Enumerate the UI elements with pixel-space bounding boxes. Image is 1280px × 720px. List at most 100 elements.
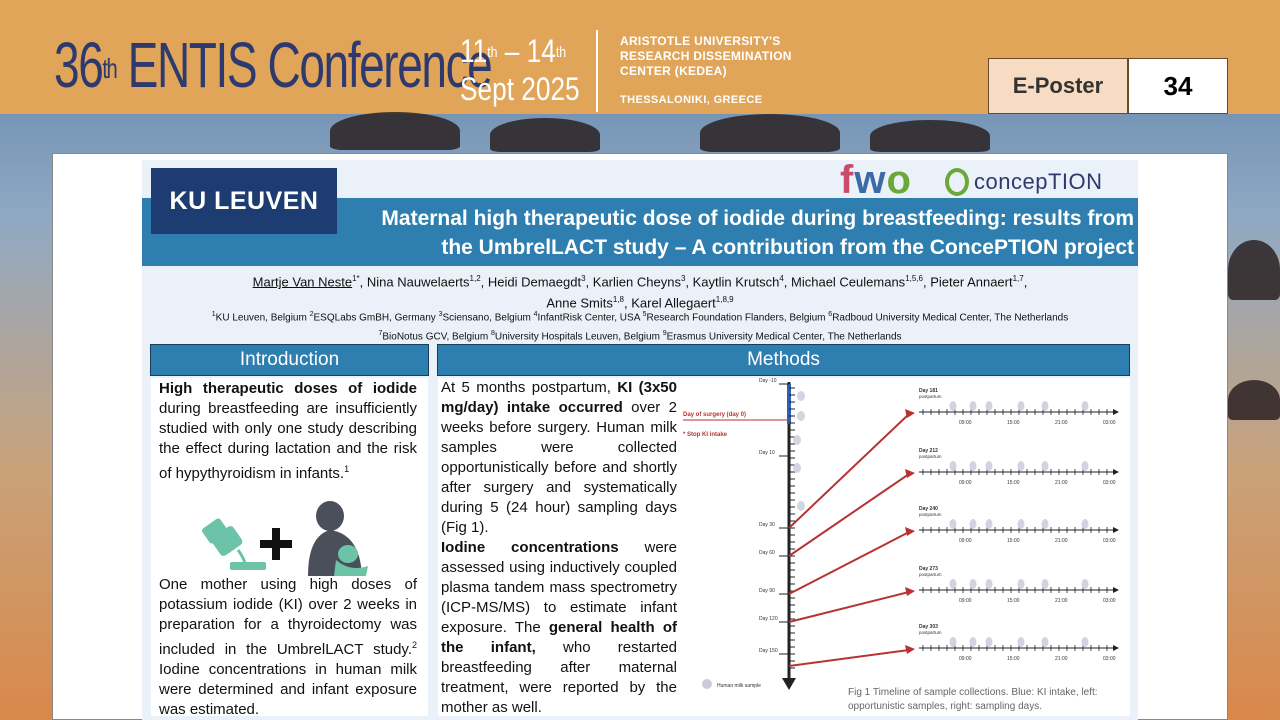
affiliation: Research Foundation Flanders, Belgium — [646, 312, 826, 324]
sampling-day-sub: postpartum — [919, 512, 942, 517]
sampling-day-label: Day 273 — [919, 566, 938, 572]
tick-label: Day 90 — [759, 588, 775, 594]
introduction-heading: Introduction — [150, 344, 429, 376]
link-arrow — [788, 649, 910, 667]
umbrella-decoration — [870, 120, 990, 152]
tick-label: Day -10 — [759, 378, 777, 384]
affiliation: BioNotus GCV, Belgium — [382, 331, 489, 343]
surgery-label: Day of surgery (day 0) — [683, 412, 746, 418]
milk-sample-icon — [949, 637, 957, 647]
milk-sample-icon — [797, 411, 805, 421]
time-label: 21:00 — [1055, 420, 1068, 426]
affiliation: Erasmus University Medical Center, The N… — [666, 331, 902, 343]
milk-sample-icon — [1081, 519, 1089, 529]
affiliation: InfantRisk Center, USA — [537, 312, 640, 324]
affiliation-list: 1KU Leuven, Belgium 2ESQLabs GmBH, Germa… — [211, 311, 1069, 343]
umbrella-decoration — [1228, 380, 1280, 420]
milk-sample-icon — [969, 461, 977, 471]
milk-sample-icon — [949, 401, 957, 411]
tick-label: Day 60 — [759, 550, 775, 556]
eposter-number: 34 — [1128, 58, 1228, 114]
tick-label: Day 150 — [759, 648, 778, 654]
author-list: Martje Van Neste1*, Nina Nauwelaerts1,2,… — [252, 274, 1028, 311]
link-arrow — [788, 473, 910, 557]
author-name: Heidi Demaegdt — [487, 274, 582, 290]
milk-sample-icon — [797, 501, 805, 511]
milk-sample-icon — [1081, 637, 1089, 647]
stop-ki-label: * Stop KI intake — [683, 432, 728, 438]
milk-sample-icon — [949, 519, 957, 529]
plus-icon — [260, 528, 292, 560]
time-label: 15:00 — [1007, 598, 1020, 604]
milk-sample-icon — [1017, 401, 1025, 411]
milk-sample-icon — [1017, 519, 1025, 529]
conference-city: THESSALONIKI, GREECE — [620, 94, 763, 106]
milk-sample-icon — [969, 579, 977, 589]
time-label: 21:00 — [1055, 538, 1068, 544]
ku-leuven-logo: KU LEUVEN — [151, 168, 337, 234]
link-arrow — [788, 413, 910, 529]
milk-sample-icon — [985, 637, 993, 647]
time-label: 21:00 — [1055, 598, 1068, 604]
day-axis-arrow — [1113, 645, 1119, 651]
medicine-bottle-icon — [202, 518, 266, 570]
intro-paragraph-2: One mother using high doses of potassium… — [159, 576, 417, 718]
intro-illustration — [200, 500, 400, 576]
sampling-day-sub: postpartum — [919, 454, 942, 459]
day-axis-arrow — [1113, 409, 1119, 415]
affiliation: KU Leuven, Belgium — [215, 312, 307, 324]
tick-label: Day 10 — [759, 450, 775, 456]
tick-label: Day 120 — [759, 616, 778, 622]
day-axis-arrow — [1113, 469, 1119, 475]
time-label: 03:00 — [1103, 480, 1116, 486]
umbrella-decoration — [1228, 240, 1280, 300]
milk-sample-icon — [1041, 461, 1049, 471]
author-name: Kaytlin Krutsch — [692, 274, 780, 290]
time-label: 03:00 — [1103, 656, 1116, 662]
sampling-day-label: Day 303 — [919, 624, 938, 630]
milk-sample-icon — [985, 401, 993, 411]
time-label: 15:00 — [1007, 656, 1020, 662]
milk-sample-icon — [793, 435, 801, 445]
milk-sample-icon — [793, 463, 801, 473]
organizer: ARISTOTLE UNIVERSITY'S RESEARCH DISSEMIN… — [620, 34, 792, 78]
methods-heading: Methods — [437, 344, 1130, 376]
link-arrowhead — [905, 409, 915, 418]
milk-sample-icon — [1041, 637, 1049, 647]
link-arrow — [788, 591, 910, 623]
milk-sample-icon — [1081, 461, 1089, 471]
affiliation: University Hospitals Leuven, Belgium — [494, 331, 660, 343]
poster-title: Maternal high therapeutic dose of iodide… — [381, 207, 1134, 259]
affiliation: Sciensano, Belgium — [442, 312, 531, 324]
timeline-arrowhead — [782, 678, 796, 690]
sampling-day-label: Day 212 — [919, 448, 938, 454]
day-axis-arrow — [1113, 527, 1119, 533]
conception-icon — [945, 168, 969, 196]
sampling-day-sub: postpartum — [919, 572, 942, 577]
milk-sample-icon — [949, 461, 957, 471]
time-label: 09:00 — [959, 656, 972, 662]
milk-sample-icon — [949, 579, 957, 589]
ki-intake-bar — [787, 384, 791, 424]
affiliation: Radboud University Medical Center, The N… — [832, 312, 1069, 324]
milk-sample-icon — [1041, 519, 1049, 529]
milk-sample-icon — [969, 401, 977, 411]
time-label: 09:00 — [959, 538, 972, 544]
author-name: Martje Van Neste — [252, 274, 353, 290]
link-arrowhead — [905, 527, 915, 536]
conference-title: 36th ENTIS Conference — [54, 29, 493, 101]
sample-timeline-figure: Day -10 Day 10 Day 30 Day 60 Day 90 Day 120 Da… — [683, 378, 1119, 690]
header-divider — [596, 30, 598, 112]
author-name: Karlien Cheyns — [592, 274, 681, 290]
sampling-day-sub: postpartum — [919, 394, 942, 399]
author-name: Michael Ceulemans — [791, 274, 906, 290]
time-label: 03:00 — [1103, 598, 1116, 604]
time-label: 09:00 — [959, 480, 972, 486]
legend-sample-icon — [702, 679, 712, 689]
time-label: 15:00 — [1007, 480, 1020, 486]
legend-label: Human milk sample — [717, 683, 761, 689]
milk-sample-icon — [985, 579, 993, 589]
umbrella-decoration — [700, 114, 840, 152]
milk-sample-icon — [985, 461, 993, 471]
